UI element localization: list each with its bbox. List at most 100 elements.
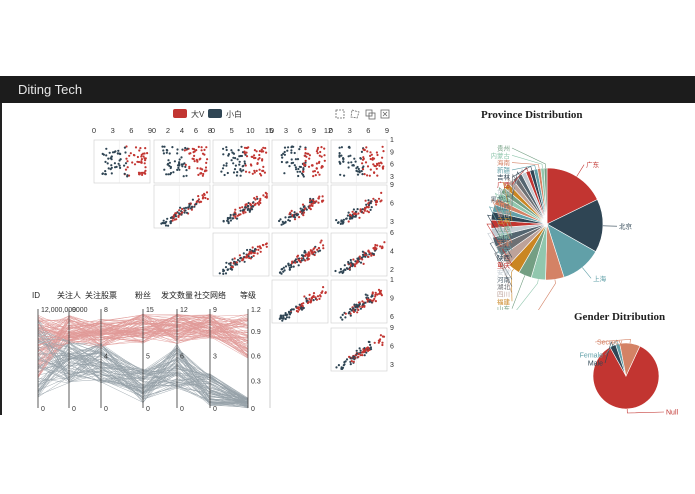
scatter-point-bigv: [300, 257, 303, 260]
scatter-point-bigv: [311, 252, 314, 255]
scatter-point-newbie: [183, 207, 186, 210]
scatter-point-bigv: [253, 251, 256, 255]
scatter-point-bigv: [137, 171, 141, 174]
scatter-point-newbie: [176, 168, 179, 171]
scatter-cell[interactable]: [271, 139, 329, 184]
legend-item-bigv[interactable]: 大V: [173, 109, 205, 119]
scatter-point-newbie: [351, 262, 354, 265]
scatter-cell[interactable]: [330, 232, 388, 277]
scatter-point-bigv: [259, 172, 262, 175]
rect-select-icon[interactable]: [335, 109, 345, 119]
scatter-point-newbie: [291, 145, 294, 148]
scatter-point-bigv: [375, 151, 378, 154]
scatter-point-bigv: [374, 165, 377, 168]
scatter-point-newbie: [184, 146, 187, 150]
scatter-cell[interactable]: [153, 139, 211, 184]
scatter-point-newbie: [246, 204, 249, 208]
pie-slice[interactable]: [546, 199, 604, 253]
province-pie-chart[interactable]: 广东北京上海江苏浙江山东福建四川湖北河南安徽重庆陕西辽宁天津湖南江西云南香港山西…: [440, 120, 695, 310]
scatter-point-newbie: [342, 269, 345, 273]
pie-slice[interactable]: [546, 167, 598, 225]
scatter-point-newbie: [162, 149, 165, 152]
scatter-point-bigv: [128, 154, 131, 157]
scatter-point-bigv: [320, 146, 323, 149]
scatter-point-bigv: [358, 216, 361, 219]
scatter-cell[interactable]: [330, 327, 388, 372]
scatter-point-bigv: [373, 297, 376, 300]
scatter-point-bigv: [364, 161, 368, 164]
keep-selection-icon[interactable]: [365, 109, 376, 120]
scatter-point-newbie: [101, 172, 104, 175]
scatter-cell[interactable]: [330, 139, 388, 184]
left-dashboard: 大V 小白 0 3 6 9 0 2 4 6 80 5 10 150 3 6 9 120 3 6 9196396364…: [32, 109, 394, 413]
scatter-cell[interactable]: [212, 232, 270, 277]
scatter-point-newbie: [340, 220, 343, 223]
scatter-point-bigv: [248, 251, 251, 254]
scatter-point-bigv: [236, 214, 239, 217]
scatter-point-bigv: [317, 146, 320, 149]
scatter-matrix[interactable]: 0 3 6 9 0 2 4 6 80 5 10 150 3 6 9 120 3 6 9196396364219696…: [92, 126, 394, 372]
scatter-point-bigv: [376, 244, 379, 247]
scatter-point-newbie: [357, 167, 360, 171]
scatter-point-newbie: [251, 208, 254, 211]
polygon-select-icon[interactable]: [350, 109, 360, 119]
scatter-point-bigv: [175, 212, 178, 215]
scatter-cell[interactable]: [212, 139, 270, 184]
scatter-point-bigv: [258, 200, 261, 203]
scatter-point-bigv: [376, 293, 379, 296]
scatter-point-newbie: [369, 343, 372, 346]
scatter-point-bigv: [197, 145, 200, 148]
pie-label: 吉林: [497, 173, 511, 182]
scatter-point-bigv: [376, 174, 379, 177]
scatter-point-newbie: [242, 169, 245, 172]
legend-item-newbie[interactable]: 小白: [208, 109, 242, 119]
scatter-point-bigv: [366, 300, 369, 303]
scatter-point-bigv: [322, 247, 325, 250]
scatter-cell[interactable]: [330, 279, 388, 324]
scatter-point-bigv: [141, 171, 144, 174]
scatter-point-newbie: [163, 145, 166, 148]
pie-label: 重庆: [497, 260, 511, 269]
scatter-point-bigv: [377, 288, 381, 291]
scatter-point-newbie: [346, 214, 349, 217]
pie-slice[interactable]: [619, 342, 641, 377]
pie-label-line: [626, 408, 665, 414]
clear-selection-icon[interactable]: [380, 109, 390, 119]
matrix-top-tick: 6: [129, 126, 133, 135]
pie-slice[interactable]: [592, 345, 660, 410]
scatter-point-newbie: [280, 160, 283, 164]
scatter-point-newbie: [292, 261, 295, 264]
scatter-point-newbie: [173, 160, 176, 163]
scatter-point-bigv: [250, 164, 253, 167]
scatter-cell[interactable]: [153, 184, 211, 229]
scatter-point-bigv: [361, 162, 364, 165]
scatter-point-bigv: [374, 293, 377, 296]
scatter-point-bigv: [310, 250, 313, 253]
pie-label: Male: [588, 361, 603, 368]
scatter-point-newbie: [344, 268, 347, 271]
scatter-point-bigv: [242, 257, 245, 260]
scatter-point-bigv: [243, 150, 246, 153]
scatter-point-bigv: [303, 164, 306, 167]
scatter-point-newbie: [281, 156, 284, 159]
scatter-point-bigv: [315, 150, 318, 153]
pie-label-line: [576, 164, 585, 177]
scatter-cell[interactable]: [271, 232, 329, 277]
pie-slice[interactable]: [543, 167, 548, 225]
scatter-cell[interactable]: [93, 139, 151, 184]
parallel-axis-name: 社交网络: [194, 290, 226, 300]
scatter-point-bigv: [183, 149, 186, 152]
scatter-point-bigv: [260, 148, 263, 151]
scatter-cell[interactable]: [330, 184, 388, 229]
scatter-point-newbie: [339, 316, 342, 319]
scatter-point-newbie: [347, 312, 350, 315]
scatter-point-newbie: [167, 159, 170, 162]
scatter-cell[interactable]: [212, 184, 270, 229]
scatter-cell[interactable]: [271, 184, 329, 229]
scatter-point-bigv: [318, 195, 321, 198]
scatter-point-bigv: [367, 346, 370, 349]
scatter-cell[interactable]: [271, 279, 329, 324]
scatter-point-bigv: [248, 256, 251, 260]
